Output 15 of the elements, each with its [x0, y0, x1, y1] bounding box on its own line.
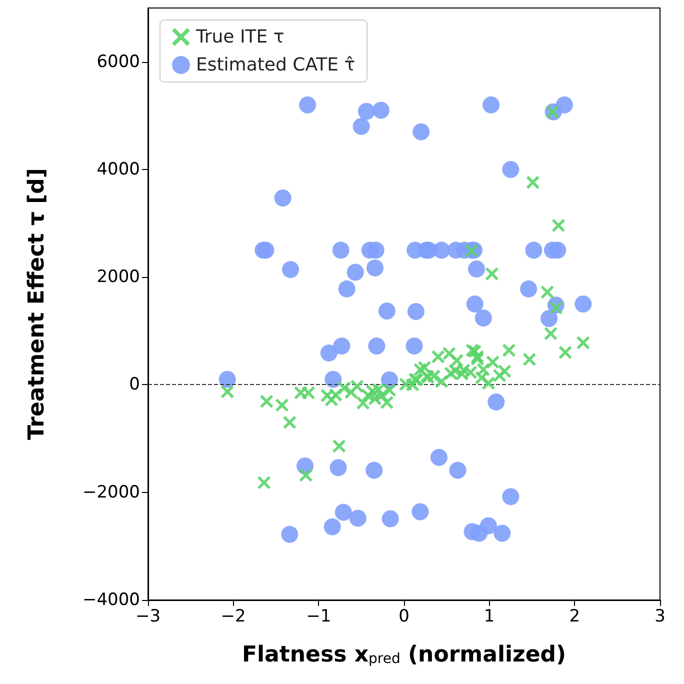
y-tick-label: 4000	[96, 159, 140, 180]
legend-label: True ITE τ	[195, 26, 284, 48]
y-tick-label: 2000	[96, 267, 140, 288]
y-tick-label: 0	[129, 374, 140, 395]
x-axis-title: Flatness xpred (normalized)	[242, 642, 566, 668]
y-tick-label: −2000	[82, 482, 140, 502]
x-tick-label: 2	[569, 606, 580, 626]
y-axis-title: Treatment Effect τ [d]	[24, 168, 50, 440]
x-tick-label: 3	[654, 606, 666, 626]
legend-label: Estimated CATE τ̂	[196, 54, 356, 76]
x-tick-label: −1	[306, 606, 332, 626]
x-tick-label: −2	[220, 606, 246, 626]
x-tick-label: 0	[398, 606, 410, 626]
x-tick-label: 1	[484, 606, 495, 626]
y-tick-label: 6000	[96, 52, 140, 72]
